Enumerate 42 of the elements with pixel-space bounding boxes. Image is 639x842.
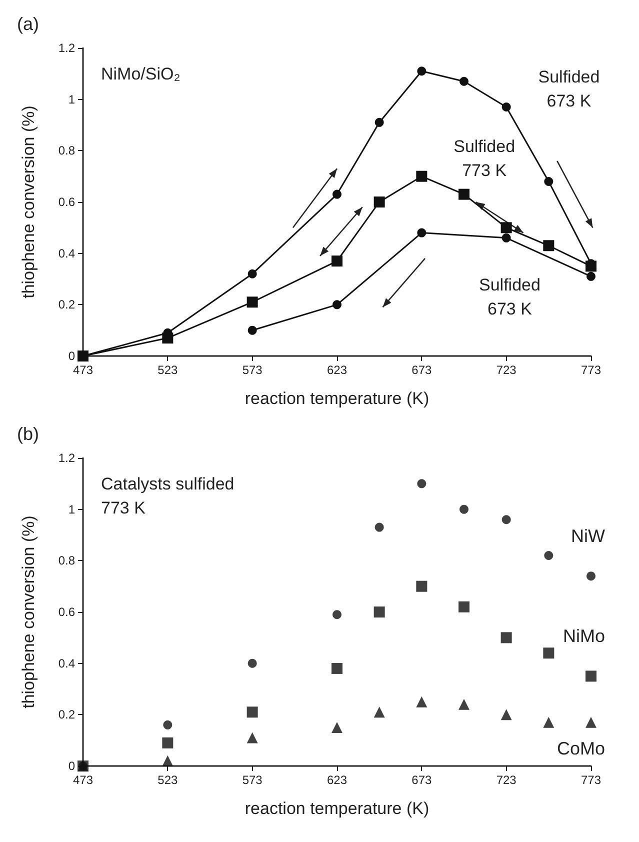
y-tick-label: 1.2 bbox=[58, 41, 76, 55]
x-tick-label: 473 bbox=[72, 363, 94, 377]
y-tick-label: 0.6 bbox=[58, 195, 76, 209]
x-tick-label: 473 bbox=[72, 773, 94, 787]
x-tick-label: 723 bbox=[496, 363, 517, 377]
y-axis-title: thiophene conversion (%) bbox=[19, 106, 38, 298]
y-tick-label: 0.4 bbox=[58, 656, 76, 670]
annotation: NiMo/SiO₂ bbox=[101, 64, 180, 84]
y-axis-title: thiophene conversion (%) bbox=[19, 516, 38, 708]
chart-title: (b) bbox=[17, 424, 39, 444]
y-tick-label: 0 bbox=[68, 759, 76, 773]
series-label: CoMo bbox=[556, 738, 605, 758]
annotation: Sulfided 673 K bbox=[538, 68, 600, 111]
y-tick-label: 0.2 bbox=[58, 708, 76, 722]
x-tick-label: 673 bbox=[412, 363, 432, 377]
y-tick-label: 1.2 bbox=[58, 451, 76, 465]
y-tick-label: 0.8 bbox=[58, 554, 76, 568]
y-tick-label: 0.2 bbox=[58, 298, 76, 312]
chart-title: (a) bbox=[17, 14, 39, 34]
y-tick-label: 0.6 bbox=[58, 605, 76, 619]
x-tick-label: 723 bbox=[496, 773, 517, 787]
annotation: Sulfided 773 K bbox=[454, 136, 516, 180]
y-tick-label: 0.8 bbox=[58, 144, 76, 158]
x-tick-label: 573 bbox=[242, 773, 263, 787]
y-tick-label: 1 bbox=[68, 92, 76, 106]
x-tick-label: 623 bbox=[326, 773, 348, 787]
y-tick-label: 1 bbox=[68, 502, 76, 516]
x-tick-label: 523 bbox=[158, 363, 178, 377]
x-tick-label: 673 bbox=[412, 773, 432, 787]
x-tick-label: 523 bbox=[158, 773, 178, 787]
y-tick-label: 0.4 bbox=[58, 246, 76, 260]
series-label: NiW bbox=[571, 526, 605, 546]
x-axis-title: reaction temperature (K) bbox=[244, 799, 430, 818]
annotation: Catalysts sulfided 773 K bbox=[101, 474, 234, 518]
x-tick-label: 573 bbox=[242, 363, 263, 377]
x-tick-label: 623 bbox=[326, 363, 348, 377]
x-axis-title: reaction temperature (K) bbox=[244, 389, 430, 408]
series-label: NiMo bbox=[562, 626, 605, 646]
x-tick-label: 773 bbox=[580, 363, 602, 377]
x-tick-label: 773 bbox=[580, 773, 602, 787]
annotation: Sulfided 673 K bbox=[479, 275, 540, 318]
y-tick-label: 0 bbox=[68, 349, 76, 363]
